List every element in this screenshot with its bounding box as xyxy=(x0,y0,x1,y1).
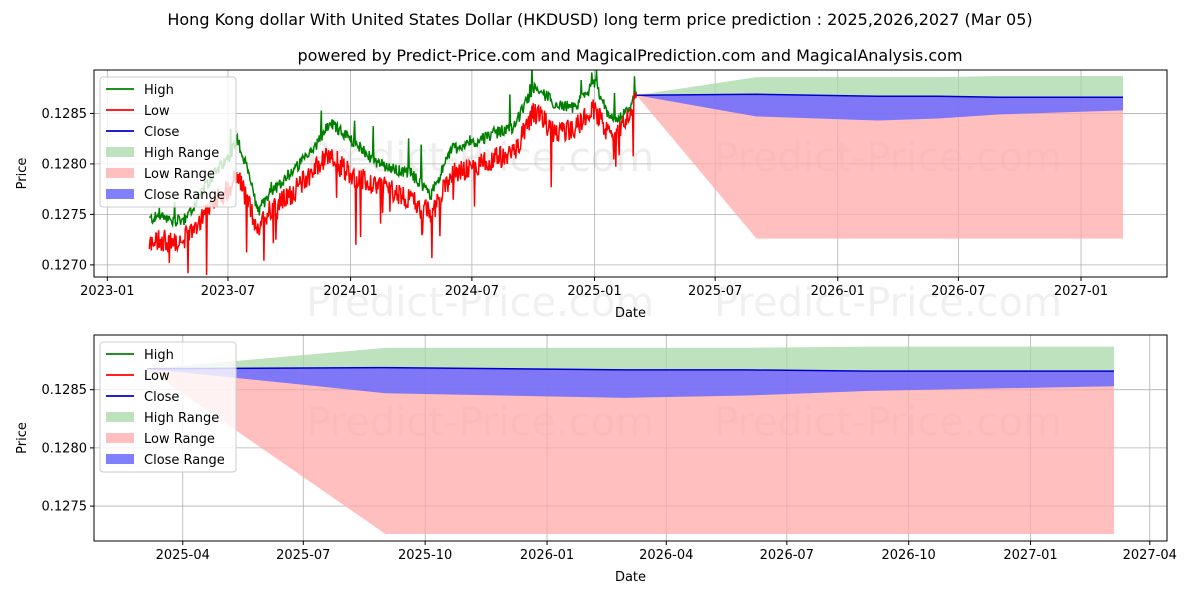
low-range-area xyxy=(636,94,1124,239)
low-range-area xyxy=(146,367,1115,535)
legend-swatch xyxy=(106,147,134,157)
x-axis-label: Date xyxy=(615,570,646,585)
legend-label: High xyxy=(144,83,174,98)
x-tick-label: 2024-07 xyxy=(445,284,499,299)
legend-label: Low xyxy=(144,369,170,384)
legend-label: High xyxy=(144,348,174,363)
x-tick-label: 2026-01 xyxy=(520,548,574,563)
axes-frame xyxy=(93,69,1168,278)
chart-subtitle: powered by Predict-Price.com and Magical… xyxy=(297,46,963,65)
legend-swatch xyxy=(106,168,134,178)
x-tick-label: 2025-07 xyxy=(276,548,330,563)
y-axis-label: Price xyxy=(15,422,30,454)
x-tick-label: 2026-10 xyxy=(882,548,936,563)
x-tick-label: 2026-07 xyxy=(931,284,985,299)
close-series-line xyxy=(636,93,1124,99)
plot-area xyxy=(146,346,1115,535)
legend-swatch xyxy=(106,433,134,443)
legend-label: Close xyxy=(144,125,179,140)
chart-panel-2: Predict-Price.comPredict-Price.com2025-0… xyxy=(15,334,1177,585)
x-tick-label: 2027-04 xyxy=(1123,548,1177,563)
y-tick-label: 0.1280 xyxy=(42,157,88,172)
close-range-area xyxy=(636,94,1124,121)
close-series-line xyxy=(146,366,1115,372)
y-axis-label: Price xyxy=(15,158,30,190)
high-range-area xyxy=(636,76,1124,98)
x-tick-label: 2025-04 xyxy=(156,548,210,563)
legend-label: Low Range xyxy=(144,432,215,447)
legend-label: High Range xyxy=(144,146,219,161)
x-axis-label: Date xyxy=(615,306,646,321)
legend: High Low Close High Range Low Range Close Ran… xyxy=(99,76,237,208)
legend-label: Close xyxy=(144,390,179,405)
legend-label: Close Range xyxy=(144,188,225,203)
x-tick-label: 2023-01 xyxy=(80,284,134,299)
y-tick-label: 0.1285 xyxy=(42,107,88,122)
high-range-area xyxy=(146,346,1115,372)
y-tick-label: 0.1270 xyxy=(42,258,88,273)
x-tick-label: 2025-07 xyxy=(688,284,742,299)
y-tick-label: 0.1285 xyxy=(42,383,88,398)
x-tick-label: 2026-01 xyxy=(811,284,865,299)
x-tick-label: 2025-10 xyxy=(398,548,452,563)
legend-label: Low xyxy=(144,104,170,119)
x-tick-label: 2027-01 xyxy=(1003,548,1057,563)
chart-title: Hong Kong dollar With United States Doll… xyxy=(167,10,1033,29)
close-range-area xyxy=(146,367,1115,398)
legend-label: Close Range xyxy=(144,453,225,468)
legend-label: High Range xyxy=(144,411,219,426)
legend-swatch xyxy=(106,412,134,422)
x-tick-label: 2026-04 xyxy=(639,548,693,563)
plot-area xyxy=(148,70,1124,276)
legend-label: Low Range xyxy=(144,167,215,182)
axes-frame xyxy=(93,334,1168,542)
watermark-text: Predict-Price.com xyxy=(306,280,654,326)
x-tick-label: 2027-01 xyxy=(1054,284,1108,299)
watermark-text: Predict-Price.com xyxy=(714,280,1062,326)
y-tick-label: 0.1275 xyxy=(42,208,88,223)
x-tick-label: 2023-07 xyxy=(201,284,255,299)
y-tick-label: 0.1280 xyxy=(42,441,88,456)
legend: High Low Close High Range Low Range Close Ran… xyxy=(99,341,237,473)
y-tick-label: 0.1275 xyxy=(42,500,88,515)
x-tick-label: 2025-01 xyxy=(567,284,621,299)
legend-swatch xyxy=(106,454,134,464)
x-tick-label: 2024-01 xyxy=(323,284,377,299)
legend-swatch xyxy=(106,189,134,199)
x-tick-label: 2026-07 xyxy=(760,548,814,563)
